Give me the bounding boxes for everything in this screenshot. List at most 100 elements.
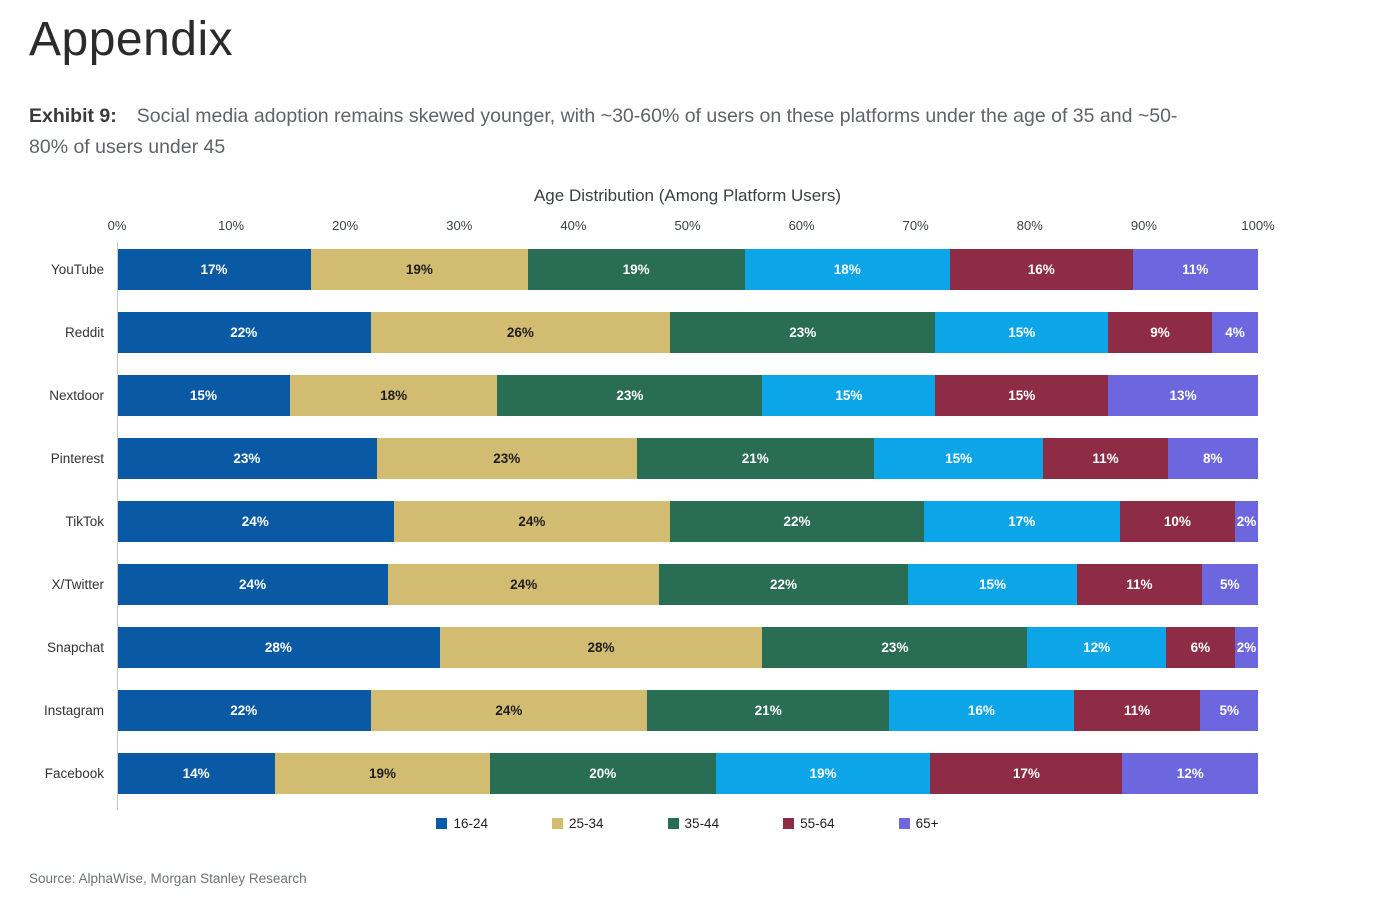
platform-label: YouTube bbox=[50, 262, 104, 277]
legend-item: 25-34 bbox=[552, 816, 604, 831]
bar-segment: 12% bbox=[1122, 753, 1258, 794]
platform-label: Facebook bbox=[44, 766, 104, 781]
bar-segment: 22% bbox=[117, 690, 371, 731]
legend-item: 65+ bbox=[898, 816, 939, 831]
bar-segment: 15% bbox=[117, 375, 290, 416]
bar-segment: 5% bbox=[1201, 564, 1258, 605]
stacked-bar: 23% 23% 21% 15% 11% 8% bbox=[117, 438, 1258, 479]
platform-label: Instagram bbox=[43, 703, 104, 718]
legend-item: 55-64 bbox=[783, 816, 835, 831]
bar-segment: 21% bbox=[636, 438, 874, 479]
bar-segment: 22% bbox=[670, 501, 924, 542]
x-axis-tick: 20% bbox=[332, 218, 359, 233]
bar-segment: 22% bbox=[659, 564, 908, 605]
bar-segment: 24% bbox=[388, 564, 660, 605]
bar-segment: 5% bbox=[1200, 690, 1259, 731]
stacked-bar: 17% 19% 19% 18% 16% 11% bbox=[117, 249, 1259, 290]
platform-label: TikTok bbox=[65, 514, 104, 529]
bar-row: TikTok 24% 24% 22% 17% 10% 2% bbox=[0, 501, 1386, 542]
bar-segment: 15% bbox=[762, 375, 936, 416]
source-text: Source: AlphaWise, Morgan Stanley Resear… bbox=[29, 871, 307, 886]
exhibit-caption: Exhibit 9: Social media adoption remains … bbox=[29, 101, 1359, 163]
bar-rows: YouTube 17% 19% 19% 18% 16% 11% Reddit 22% 26% 23%… bbox=[0, 249, 1386, 794]
x-axis-tick: 10% bbox=[218, 218, 245, 233]
bar-segment: 28% bbox=[117, 627, 440, 668]
legend-label: 16-24 bbox=[453, 816, 489, 831]
exhibit-text-line2: 80% of users under 45 bbox=[29, 136, 226, 158]
bar-segment: 23% bbox=[376, 438, 637, 479]
stacked-bar: 14% 19% 20% 19% 17% 12% bbox=[117, 753, 1258, 794]
bar-segment: 24% bbox=[370, 690, 648, 731]
legend-item: 16-24 bbox=[436, 816, 488, 831]
bar-segment: 2% bbox=[1234, 627, 1258, 668]
x-axis-tick: 100% bbox=[1241, 218, 1275, 233]
stacked-bar: 15% 18% 23% 15% 15% 13% bbox=[117, 375, 1258, 416]
bar-segment: 16% bbox=[949, 249, 1133, 290]
bar-segment: 17% bbox=[923, 501, 1120, 542]
bar-segment: 11% bbox=[1073, 690, 1201, 731]
bar-segment: 26% bbox=[370, 312, 671, 353]
bar-segment: 8% bbox=[1167, 438, 1258, 479]
legend-item: 35-44 bbox=[667, 816, 719, 831]
bar-segment: 16% bbox=[889, 690, 1074, 731]
legend-swatch-icon bbox=[667, 818, 679, 829]
bar-segment: 21% bbox=[647, 690, 890, 731]
bar-segment: 23% bbox=[670, 312, 936, 353]
bar-segment: 15% bbox=[935, 312, 1109, 353]
bar-segment: 17% bbox=[930, 753, 1123, 794]
bar-segment: 19% bbox=[527, 249, 745, 290]
bar-row: Pinterest 23% 23% 21% 15% 11% 8% bbox=[0, 438, 1386, 479]
bar-segment: 24% bbox=[117, 501, 394, 542]
platform-label: Pinterest bbox=[50, 451, 104, 466]
bar-segment: 18% bbox=[744, 249, 950, 290]
bar-segment: 24% bbox=[393, 501, 671, 542]
bar-segment: 15% bbox=[935, 375, 1109, 416]
bar-row: Instagram 22% 24% 21% 16% 11% 5% bbox=[0, 690, 1386, 731]
x-axis-tick: 70% bbox=[902, 218, 929, 233]
chart-legend: 16-24 25-34 35-44 55-64 65+ bbox=[117, 816, 1258, 831]
bar-segment: 19% bbox=[275, 753, 490, 794]
bar-row: Nextdoor 15% 18% 23% 15% 15% 13% bbox=[0, 375, 1386, 416]
legend-swatch-icon bbox=[552, 818, 564, 829]
bar-segment: 6% bbox=[1165, 627, 1235, 668]
bar-segment: 15% bbox=[873, 438, 1044, 479]
bar-segment: 19% bbox=[310, 249, 528, 290]
page-title: Appendix bbox=[29, 13, 234, 66]
stacked-bar: 24% 24% 22% 17% 10% 2% bbox=[117, 501, 1258, 542]
bar-segment: 11% bbox=[1132, 249, 1259, 290]
bar-segment: 9% bbox=[1108, 312, 1212, 353]
platform-label: Snapchat bbox=[46, 640, 104, 655]
bar-segment: 22% bbox=[117, 312, 371, 353]
x-axis-tick: 30% bbox=[446, 218, 473, 233]
x-axis-tick: 80% bbox=[1016, 218, 1043, 233]
bar-row: X/Twitter 24% 24% 22% 15% 11% 5% bbox=[0, 564, 1386, 605]
x-axis-tick: 40% bbox=[560, 218, 587, 233]
age-distribution-chart: Age Distribution (Among Platform Users) … bbox=[0, 186, 1386, 831]
bar-row: YouTube 17% 19% 19% 18% 16% 11% bbox=[0, 249, 1386, 290]
bar-segment: 15% bbox=[907, 564, 1078, 605]
bar-segment: 11% bbox=[1077, 564, 1202, 605]
bar-segment: 2% bbox=[1234, 501, 1258, 542]
bar-row: Snapchat 28% 28% 23% 12% 6% 2% bbox=[0, 627, 1386, 668]
bar-segment: 23% bbox=[762, 627, 1028, 668]
legend-swatch-icon bbox=[436, 818, 448, 829]
bar-segment: 19% bbox=[715, 753, 931, 794]
exhibit-text-line1: Social media adoption remains skewed you… bbox=[136, 105, 1178, 127]
bar-segment: 14% bbox=[117, 753, 276, 794]
platform-label: Reddit bbox=[64, 325, 104, 340]
x-axis-ticks: 0% 10% 20% 30% 40% 50% 60% 70% 80% 90% 100% bbox=[108, 218, 1275, 234]
bar-segment: 10% bbox=[1119, 501, 1235, 542]
platform-label: Nextdoor bbox=[49, 388, 104, 403]
bar-segment: 18% bbox=[289, 375, 498, 416]
chart-title: Age Distribution (Among Platform Users) bbox=[533, 186, 842, 205]
bar-segment: 13% bbox=[1108, 375, 1258, 416]
legend-label: 55-64 bbox=[800, 816, 835, 831]
bar-segment: 4% bbox=[1211, 312, 1258, 353]
bar-segment: 17% bbox=[117, 249, 311, 290]
legend-label: 65+ bbox=[915, 816, 939, 831]
bar-segment: 28% bbox=[439, 627, 763, 668]
stacked-bar: 22% 26% 23% 15% 9% 4% bbox=[117, 312, 1258, 353]
platform-label: X/Twitter bbox=[51, 577, 104, 592]
y-axis-line bbox=[117, 242, 118, 810]
